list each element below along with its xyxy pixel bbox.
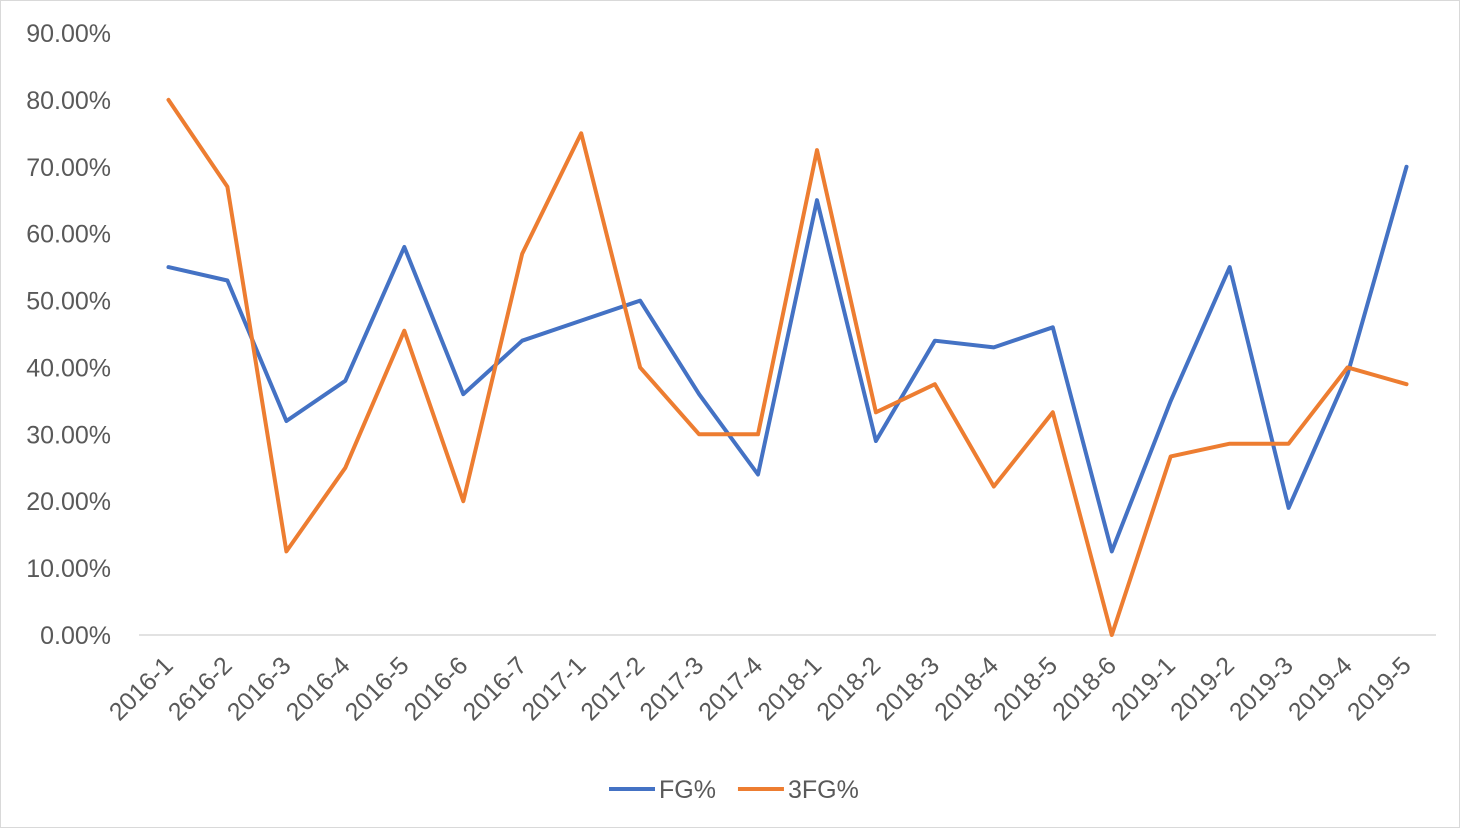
data-point [756,432,760,436]
y-tick-label: 40.00% [26,354,111,382]
x-tick-label: 2016-1 [104,651,179,726]
data-point [402,329,406,333]
data-point [815,148,819,152]
data-point [284,419,288,423]
data-point [1228,442,1232,446]
data-point [756,472,760,476]
data-point [1051,410,1055,414]
data-point [815,198,819,202]
data-point [874,439,878,443]
data-point [166,265,170,269]
data-point [697,432,701,436]
data-point [1346,372,1350,376]
y-tick-label: 60.00% [26,221,111,249]
x-tick-label: 2019-3 [1224,651,1299,726]
x-tick-label: 2019-2 [1165,651,1240,726]
data-point [579,131,583,135]
series-line-2 [166,97,1409,637]
legend-label-2: 3FG% [788,776,859,804]
data-point [343,466,347,470]
data-point [1228,265,1232,269]
data-point [1110,549,1114,553]
data-point [579,319,583,323]
y-tick-label: 50.00% [26,288,111,316]
y-tick-label: 90.00% [26,20,111,48]
data-point [638,299,642,303]
x-tick-label: 2018-4 [929,651,1004,726]
data-point [402,245,406,249]
data-point [225,278,229,282]
data-point [343,379,347,383]
x-tick-label: 2018-3 [870,651,945,726]
y-tick-label: 10.00% [26,555,111,583]
x-tick-label: 2018-6 [1047,651,1122,726]
x-tick-label: 2019-5 [1342,651,1417,726]
x-tick-label: 2616-2 [163,651,238,726]
data-point [1405,382,1409,386]
x-tick-label: 2017-3 [634,651,709,726]
y-tick-label: 20.00% [26,488,111,516]
x-tick-label: 2018-5 [988,651,1063,726]
x-tick-label: 2016-5 [340,651,415,726]
x-tick-label: 2017-4 [693,651,768,726]
series-layer [166,97,1409,637]
y-axis: 0.00% 10.00% 20.00% 30.00% 40.00% 50.00% 60.00… [26,20,111,650]
x-tick-label: 2019-4 [1283,651,1358,726]
y-tick-label: 80.00% [26,87,111,115]
data-point [1346,365,1350,369]
data-point [1405,165,1409,169]
data-point [461,499,465,503]
y-tick-label: 0.00% [40,622,111,650]
data-point [874,410,878,414]
series-line-1 [166,164,1409,554]
x-tick-label: 2016-4 [281,651,356,726]
data-point [933,382,937,386]
data-point [933,339,937,343]
data-point [992,345,996,349]
data-point [1110,633,1114,637]
x-tick-label: 2016-7 [458,651,533,726]
data-point [1169,399,1173,403]
x-tick-label: 2018-1 [752,651,827,726]
x-axis: 2016-12616-22016-32016-42016-52016-62016… [104,634,1436,726]
data-point [461,392,465,396]
data-point [992,485,996,489]
y-tick-label: 30.00% [26,421,111,449]
legend: FG% 3FG% [609,776,859,804]
data-point [166,98,170,102]
legend-label-1: FG% [659,776,716,804]
x-tick-label: 2018-2 [811,651,886,726]
x-tick-label: 2017-1 [517,651,592,726]
data-point [284,549,288,553]
y-tick-label: 70.00% [26,154,111,182]
x-tick-label: 2019-1 [1106,651,1181,726]
data-point [697,392,701,396]
data-point [520,339,524,343]
data-point [1169,454,1173,458]
data-point [638,365,642,369]
x-tick-label: 2017-2 [576,651,651,726]
x-tick-label: 2016-3 [222,651,297,726]
data-point [520,252,524,256]
data-point [1051,325,1055,329]
data-point [1287,442,1291,446]
data-point [1287,506,1291,510]
data-point [225,185,229,189]
x-tick-label: 2016-6 [399,651,474,726]
